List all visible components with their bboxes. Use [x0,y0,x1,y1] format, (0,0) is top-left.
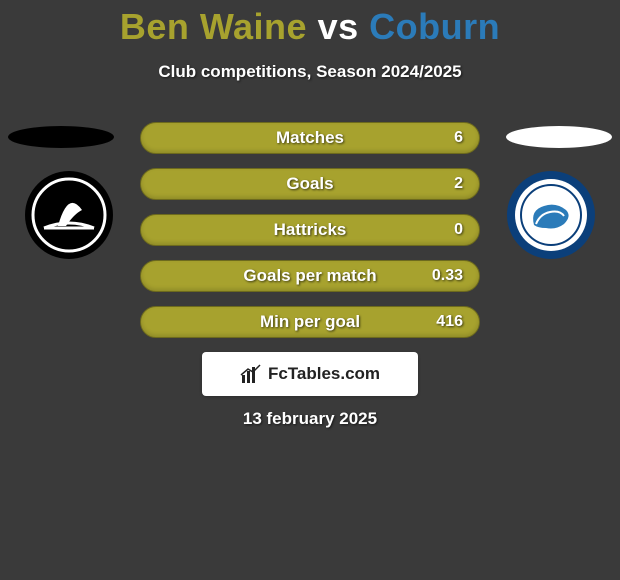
millwall-crest-icon [506,170,596,260]
bar-chart-icon [240,363,262,385]
player1-name: Ben Waine [120,6,307,47]
stat-label: Goals [286,174,333,194]
vs-text: vs [318,6,359,47]
subtitle: Club competitions, Season 2024/2025 [0,62,620,82]
stat-value: 416 [436,313,463,331]
flag-left [8,126,114,148]
stat-bars: Matches 6 Goals 2 Hattricks 0 Goals per … [140,122,480,352]
stat-value: 0.33 [432,267,463,285]
page-title: Ben Waine vs Coburn [0,6,620,48]
player2-name: Coburn [369,6,500,47]
stat-bar: Hattricks 0 [140,214,480,246]
stat-value: 0 [454,221,463,239]
watermark: FcTables.com [202,352,418,396]
stat-label: Matches [276,128,344,148]
stat-bar: Matches 6 [140,122,480,154]
watermark-text: FcTables.com [268,364,380,384]
plymouth-crest-icon [24,170,114,260]
club-crest-right [506,170,596,260]
date: 13 february 2025 [0,409,620,429]
stat-value: 2 [454,175,463,193]
flag-right [506,126,612,148]
stat-bar: Goals per match 0.33 [140,260,480,292]
stat-label: Min per goal [260,312,360,332]
stat-bar: Min per goal 416 [140,306,480,338]
stat-value: 6 [454,129,463,147]
club-crest-left [24,170,114,260]
stat-label: Goals per match [243,266,376,286]
stat-label: Hattricks [274,220,347,240]
comparison-card: Ben Waine vs Coburn Club competitions, S… [0,0,620,580]
stat-bar: Goals 2 [140,168,480,200]
